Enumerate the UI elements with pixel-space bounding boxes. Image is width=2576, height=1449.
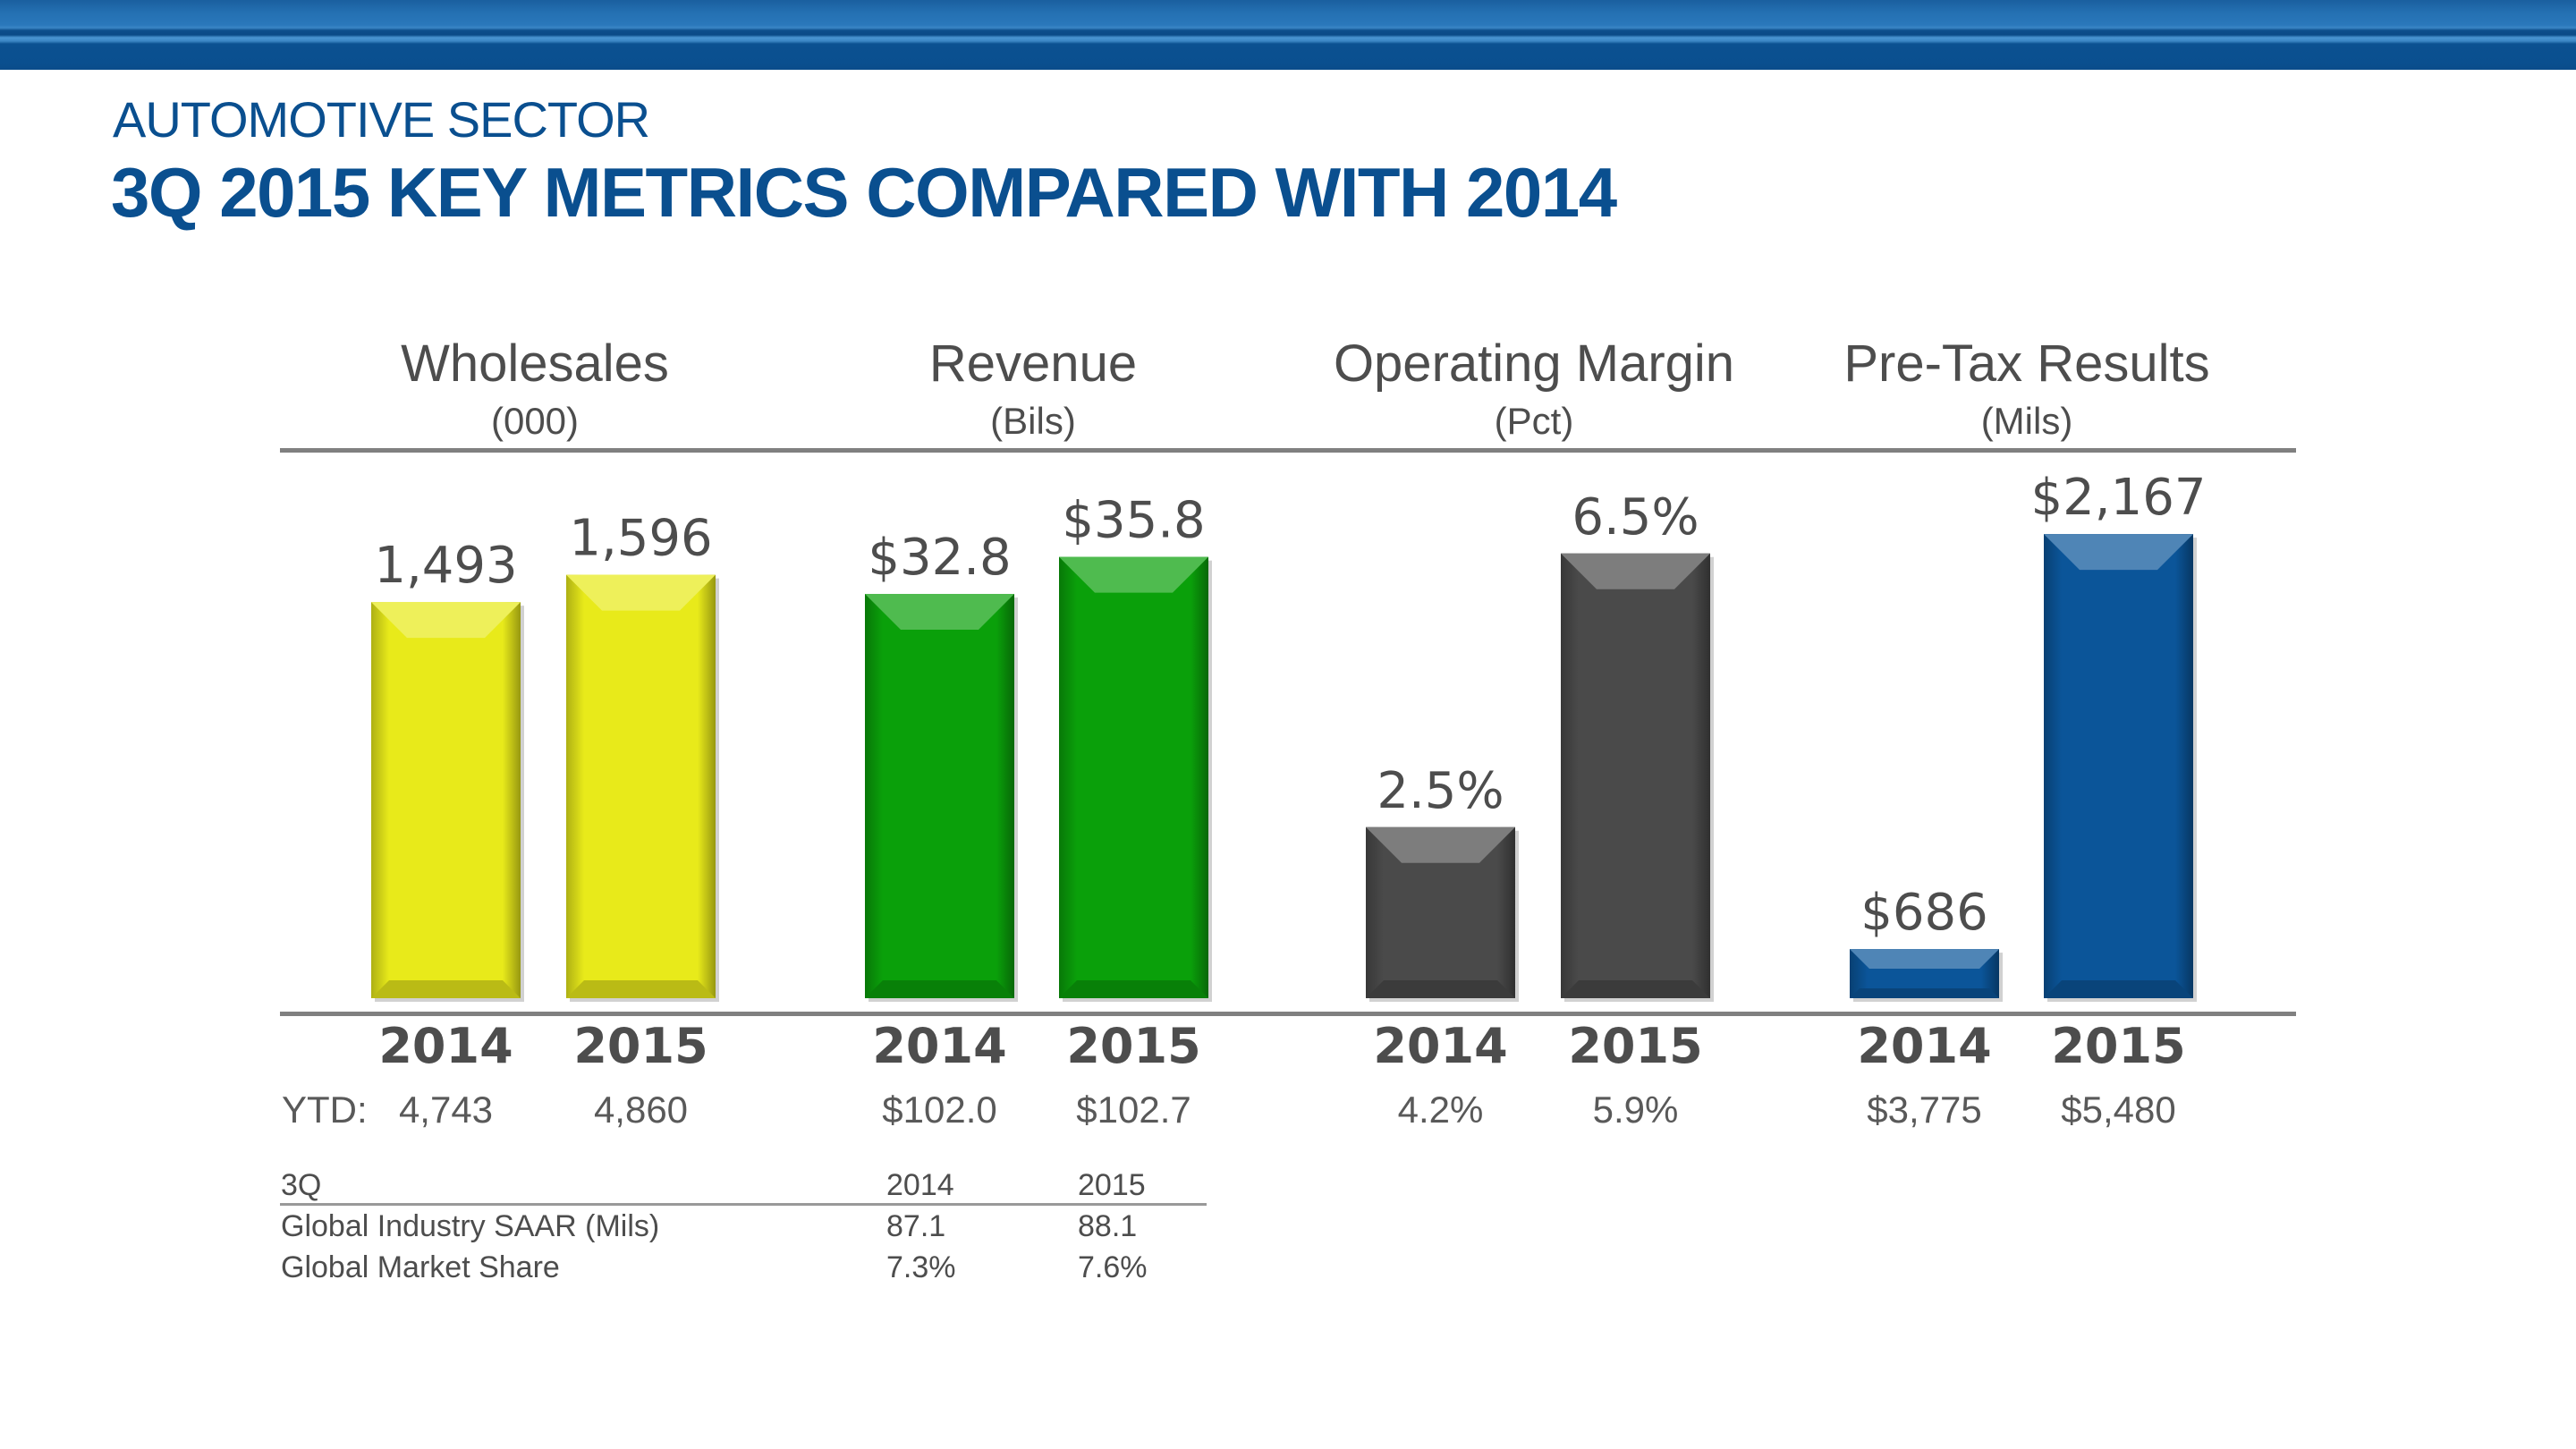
- ytd-value: 4.2%: [1398, 1089, 1484, 1131]
- table-cell: 7.6%: [1078, 1250, 1148, 1284]
- section-kicker: AUTOMOTIVE SECTOR: [113, 91, 650, 148]
- year-label: 2014: [1857, 1018, 1991, 1074]
- group-heading-revenue: Revenue (Bils): [765, 338, 1301, 440]
- bar-pre-tax-results-2015: [2044, 534, 2197, 1002]
- year-label: 2014: [378, 1018, 513, 1074]
- group-heading-operating-margin: Operating Margin (Pct): [1266, 338, 1802, 440]
- bar-operating-margin-2015: [1561, 553, 1714, 1002]
- group-title: Operating Margin: [1333, 335, 1735, 393]
- ytd-value: 5.9%: [1593, 1089, 1679, 1131]
- bar-revenue-2015: [1059, 556, 1212, 1002]
- ytd-label: YTD:: [282, 1089, 368, 1131]
- ytd-value: $102.0: [882, 1089, 996, 1131]
- group-unit: (000): [490, 400, 580, 442]
- year-label: 2015: [1066, 1018, 1200, 1074]
- year-label: 2014: [1373, 1018, 1507, 1074]
- value-label: 1,493: [374, 537, 517, 595]
- ytd-value: $102.7: [1076, 1089, 1191, 1131]
- value-label: 2.5%: [1377, 762, 1504, 820]
- group-unit: (Pct): [1494, 400, 1574, 442]
- ytd-value: $3,775: [1867, 1089, 1981, 1131]
- bar-wholesales-2015: [566, 574, 719, 1002]
- ytd-value: 4,743: [399, 1089, 493, 1131]
- group-title: Revenue: [928, 335, 1138, 393]
- bar-operating-margin-2014: [1366, 826, 1519, 1002]
- value-label: 1,596: [569, 510, 712, 568]
- table-cell: 87.1: [886, 1209, 946, 1243]
- table-divider: [280, 1203, 1207, 1206]
- value-label: 6.5%: [1572, 488, 1699, 547]
- labels-layer: 1,493 2014 4,743 1,596 2015 4,860 $32.8 2014 $10…: [282, 469, 2206, 1131]
- header-banner: [0, 0, 2576, 70]
- table-header-2014: 2014: [886, 1168, 954, 1202]
- top-divider: [280, 448, 2296, 453]
- table-header-label: 3Q: [281, 1168, 322, 1202]
- baseline-divider: [280, 1012, 2296, 1016]
- table-cell: 7.3%: [886, 1250, 956, 1284]
- year-label: 2015: [1568, 1018, 1702, 1074]
- bars-layer: [371, 534, 2197, 1002]
- value-label: $35.8: [1062, 492, 1205, 550]
- group-title: Pre-Tax Results: [1843, 335, 2210, 393]
- ytd-value: $5,480: [2061, 1089, 2175, 1131]
- value-label: $32.8: [868, 529, 1011, 587]
- group-unit: (Bils): [990, 400, 1076, 442]
- ytd-value: 4,860: [594, 1089, 688, 1131]
- table-cell: 88.1: [1078, 1209, 1138, 1243]
- value-label: $686: [1860, 884, 1988, 942]
- group-heading-pre-tax-results: Pre-Tax Results (Mils): [1758, 338, 2295, 440]
- table-row-label: Global Industry SAAR (Mils): [281, 1209, 660, 1243]
- group-title: Wholesales: [401, 335, 669, 393]
- group-heading-wholesales: Wholesales (000): [267, 338, 803, 440]
- group-unit: (Mils): [1980, 400, 2073, 442]
- bar-revenue-2014: [865, 594, 1018, 1002]
- table-header-2015: 2015: [1078, 1168, 1146, 1202]
- value-label: $2,167: [2031, 469, 2207, 527]
- year-label: 2014: [872, 1018, 1006, 1074]
- page-title: 3Q 2015 KEY METRICS COMPARED WITH 2014: [111, 153, 1617, 232]
- year-label: 2015: [573, 1018, 708, 1074]
- bar-wholesales-2014: [371, 602, 524, 1002]
- year-label: 2015: [2051, 1018, 2185, 1074]
- table-row-label: Global Market Share: [281, 1250, 560, 1284]
- bar-pre-tax-results-2014: [1850, 949, 2003, 1002]
